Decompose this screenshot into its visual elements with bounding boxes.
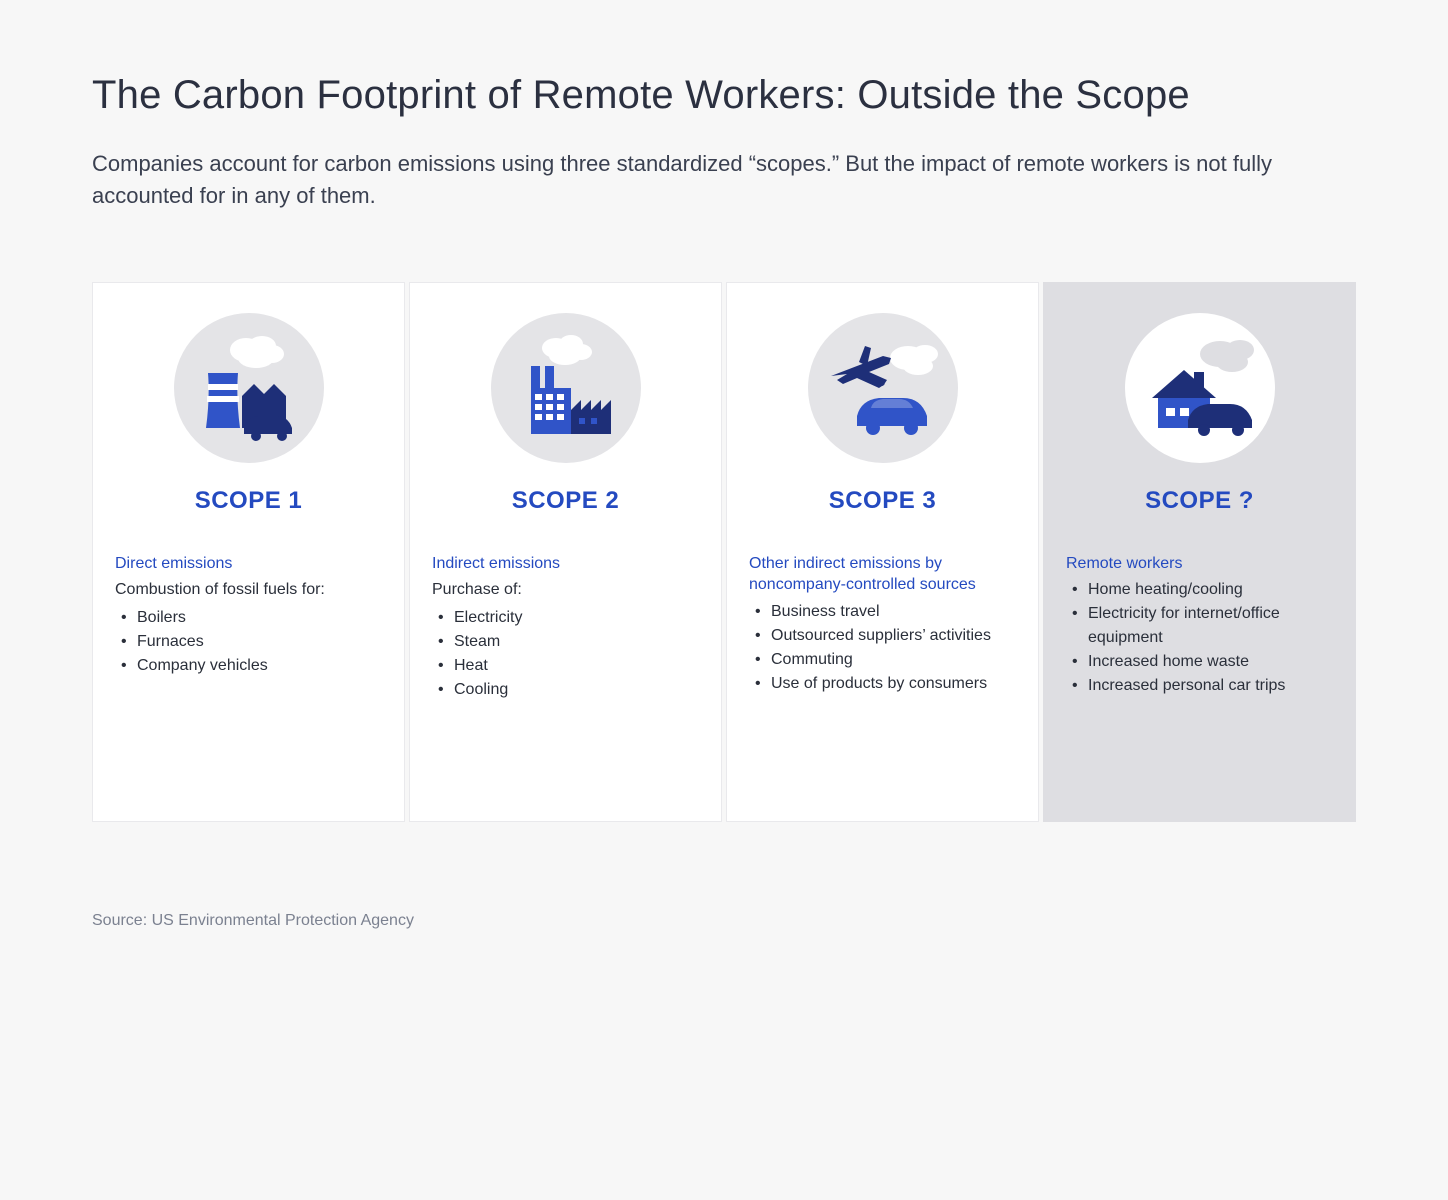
- list-item: Increased home waste: [1072, 650, 1333, 674]
- scope-1-lead: Combustion of fossil fuels for:: [115, 578, 382, 601]
- factory-icon: [491, 313, 641, 463]
- panel-scope-2: SCOPE 2 Indirect emissions Purchase of: …: [409, 282, 722, 822]
- list-item: Furnaces: [121, 630, 382, 654]
- power-plant-icon: [174, 313, 324, 463]
- house-car-icon: [1125, 313, 1275, 463]
- page-subtitle: Companies account for carbon emissions u…: [92, 148, 1292, 212]
- scope-3-items: Business travel Outsourced suppliers’ ac…: [749, 600, 1016, 696]
- panel-scope-3: SCOPE 3 Other indirect emissions by nonc…: [726, 282, 1039, 822]
- scope-2-label: SCOPE 2: [432, 487, 699, 515]
- list-item: Electricity for internet/office equipmen…: [1072, 602, 1333, 650]
- scope-1-items: Boilers Furnaces Company vehicles: [115, 606, 382, 678]
- list-item: Outsourced suppliers’ activities: [755, 624, 1016, 648]
- list-item: Steam: [438, 630, 699, 654]
- list-item: Heat: [438, 654, 699, 678]
- list-item: Home heating/cooling: [1072, 578, 1333, 602]
- list-item: Business travel: [755, 600, 1016, 624]
- list-item: Commuting: [755, 648, 1016, 672]
- list-item: Use of products by consumers: [755, 672, 1016, 696]
- page-title: The Carbon Footprint of Remote Workers: …: [92, 70, 1192, 120]
- scope-unknown-category: Remote workers: [1066, 553, 1333, 575]
- panel-scope-unknown: SCOPE ? Remote workers Home heating/cool…: [1043, 282, 1356, 822]
- scope-1-label: SCOPE 1: [115, 487, 382, 515]
- scope-3-label: SCOPE 3: [749, 487, 1016, 515]
- scope-2-items: Electricity Steam Heat Cooling: [432, 606, 699, 702]
- scope-2-category: Indirect emissions: [432, 553, 699, 575]
- scope-3-category: Other indirect emissions by noncompany-c…: [749, 553, 1016, 596]
- list-item: Company vehicles: [121, 654, 382, 678]
- scope-unknown-items: Home heating/cooling Electricity for int…: [1066, 578, 1333, 698]
- plane-car-icon: [808, 313, 958, 463]
- list-item: Boilers: [121, 606, 382, 630]
- list-item: Electricity: [438, 606, 699, 630]
- list-item: Increased personal car trips: [1072, 674, 1333, 698]
- scope-unknown-label: SCOPE ?: [1066, 487, 1333, 515]
- scope-2-lead: Purchase of:: [432, 578, 699, 601]
- list-item: Cooling: [438, 678, 699, 702]
- scope-1-category: Direct emissions: [115, 553, 382, 575]
- source-text: Source: US Environmental Protection Agen…: [92, 912, 1356, 930]
- panel-scope-1: SCOPE 1 Direct emissions Combustion of f…: [92, 282, 405, 822]
- panels-row: SCOPE 1 Direct emissions Combustion of f…: [92, 282, 1356, 822]
